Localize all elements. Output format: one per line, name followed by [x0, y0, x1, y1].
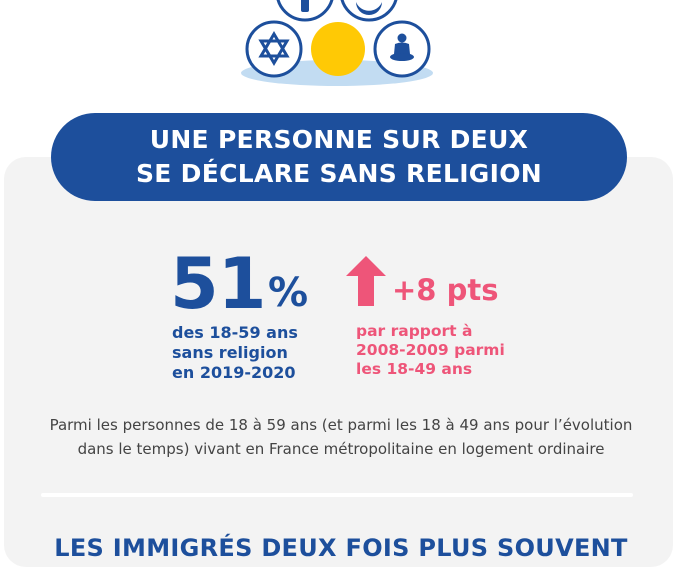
no-religion-circle-icon — [311, 22, 365, 76]
headline-banner: UNE PERSONNE SUR DEUX SE DÉCLARE SANS RE… — [51, 113, 627, 201]
note-line-1: Parmi les personnes de 18 à 59 ans (et p… — [49, 416, 633, 434]
section-divider — [41, 493, 633, 497]
stat-value: 51 — [170, 243, 266, 325]
stat-desc-line-1: des 18-59 ans — [172, 323, 298, 342]
evolution-description: par rapport à 2008-2009 parmi les 18-49 … — [356, 322, 505, 379]
content-card — [4, 157, 673, 567]
crescent-icon — [340, 0, 398, 22]
headline-line-1: UNE PERSONNE SUR DEUX — [149, 125, 529, 154]
stat-desc-line-2: sans religion — [172, 343, 288, 362]
next-section-title: LES IMMIGRÉS DEUX FOIS PLUS SOUVENT — [54, 534, 628, 562]
star-of-david-icon — [245, 20, 303, 78]
buddha-icon — [373, 20, 431, 78]
cross-icon — [276, 0, 334, 22]
evolution-desc-line-3: les 18-49 ans — [356, 360, 473, 378]
stat-description: des 18-59 ans sans religion en 2019-2020 — [172, 323, 298, 383]
stat-unit: % — [268, 270, 309, 316]
headline-line-2: SE DÉCLARE SANS RELIGION — [135, 159, 542, 188]
religion-icons — [241, 0, 433, 86]
evolution-value: +8 pts — [392, 273, 499, 307]
stat-desc-line-3: en 2019-2020 — [172, 363, 296, 382]
note-line-2: dans le temps) vivant en France métropol… — [77, 440, 605, 458]
evolution-desc-line-1: par rapport à — [356, 322, 473, 340]
population-note: Parmi les personnes de 18 à 59 ans (et p… — [20, 413, 662, 461]
up-arrow-icon — [346, 256, 386, 306]
evolution-desc-line-2: 2008-2009 parmi — [356, 341, 505, 359]
